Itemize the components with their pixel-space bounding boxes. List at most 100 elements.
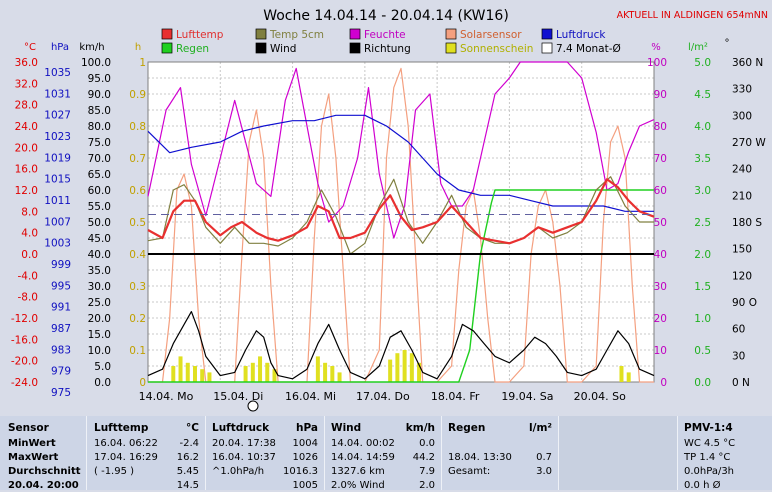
legend-label: Regen <box>176 43 209 55</box>
temp-tick-label: 12.0 <box>15 185 38 197</box>
axis-unit-wind: km/h <box>79 42 104 53</box>
sun-tick-label: 0.4 <box>129 249 146 261</box>
rain-tick-label: 1.5 <box>694 281 711 293</box>
table-cell-wind-value: 44.2 <box>412 452 435 463</box>
sunshine-bar <box>272 369 277 382</box>
temp-tick-label: 20.0 <box>15 142 38 154</box>
rain-tick-label: 2.0 <box>694 249 711 261</box>
pressure-tick-label: 987 <box>51 323 71 335</box>
sunshine-bar <box>258 356 263 382</box>
wind-tick-label: 20.0 <box>88 313 111 325</box>
pressure-tick-label: 979 <box>51 366 71 378</box>
humidity-tick-label: 0 <box>660 377 667 389</box>
temp-tick-label: 4.0 <box>21 228 38 240</box>
sun-tick-label: 0.6 <box>129 185 146 197</box>
table-header-sensor: Sensor <box>8 422 49 434</box>
humidity-tick-label: 50 <box>654 217 667 229</box>
table-row-label: MaxWert <box>8 452 59 463</box>
sun-tick-label: 0.2 <box>129 313 146 325</box>
pressure-tick-label: 1015 <box>44 174 71 186</box>
wind-tick-label: 60.0 <box>88 185 111 197</box>
rain-tick-label: 0.5 <box>694 345 711 357</box>
sunshine-bar <box>265 362 270 382</box>
sunshine-bar <box>619 366 624 382</box>
temp-tick-label: 8.0 <box>21 206 38 218</box>
direction-tick-label: 0 N <box>732 377 750 389</box>
pressure-tick-label: 983 <box>51 344 71 356</box>
sun-tick-label: 0.8 <box>129 121 146 133</box>
legend-swatch <box>255 42 267 54</box>
direction-tick-label: 360 N <box>732 57 763 69</box>
table-cell-luftdruck-label: 16.04. 10:37 <box>212 452 276 463</box>
pressure-tick-label: 999 <box>51 259 71 271</box>
legend-label: Temp 5cm <box>269 29 324 41</box>
wind-tick-label: 80.0 <box>88 121 111 133</box>
table-cell-regen-value: 3.0 <box>536 466 552 477</box>
pressure-tick-label: 1019 <box>44 152 71 164</box>
pressure-tick-label: 1003 <box>44 238 71 250</box>
sunshine-bar <box>417 362 422 382</box>
temp-tick-label: 0.0 <box>21 249 38 261</box>
series-lufttemp-line <box>147 178 655 245</box>
temp-tick-label: -24.0 <box>11 377 38 389</box>
rain-tick-label: 0.0 <box>694 377 711 389</box>
sun-tick-label: 0 <box>139 377 146 389</box>
table-cell-lufttemp-value: 5.45 <box>176 466 199 477</box>
wind-tick-label: 50.0 <box>88 217 111 229</box>
sunshine-bar <box>323 362 328 382</box>
day-label: 17.04. Do <box>356 390 410 403</box>
wind-tick-label: 15.0 <box>88 329 111 341</box>
temp-tick-label: 16.0 <box>15 164 38 176</box>
status-note: AKTUELL IN ALDINGEN 654mNN <box>617 10 768 21</box>
table-cell-wind-value: 0.0 <box>419 438 435 449</box>
table-cell-lufttemp-value: -2.4 <box>179 438 199 449</box>
rain-tick-label: 4.5 <box>694 89 711 101</box>
pressure-tick-label: 1035 <box>44 67 71 79</box>
wind-tick-label: 65.0 <box>88 169 111 181</box>
legend-swatch <box>349 28 361 40</box>
temp-tick-label: -4.0 <box>18 270 39 282</box>
axis-unit-rain: l/m² <box>688 42 708 53</box>
sun-tick-label: 0.5 <box>129 217 146 229</box>
current-day-marker <box>247 400 259 412</box>
wind-tick-label: 45.0 <box>88 233 111 245</box>
legend-label: 7.4 Monat-Ø <box>556 43 621 55</box>
humidity-tick-label: 70 <box>654 153 667 165</box>
pressure-tick-label: 995 <box>51 280 71 292</box>
humidity-tick-label: 100 <box>647 57 667 69</box>
rain-tick-label: 3.0 <box>694 185 711 197</box>
axis-unit-temp: °C <box>24 42 36 53</box>
table-cell-wind-label: 1327.6 km <box>331 466 385 477</box>
table-cell-pmv: WC 4.5 °C <box>684 438 736 449</box>
wind-tick-label: 10.0 <box>88 345 111 357</box>
axis-unit-sun: h <box>135 42 141 53</box>
day-label: 19.04. Sa <box>501 390 553 403</box>
pressure-tick-label: 1011 <box>44 195 71 207</box>
table-cell-lufttemp-label: ( -1.95 ) <box>94 466 135 477</box>
day-label: 15.04. Di <box>213 390 263 403</box>
table-cell-wind-value: 7.9 <box>419 466 435 477</box>
pressure-tick-label: 1023 <box>44 131 71 143</box>
legend-label: Luftdruck <box>556 29 606 41</box>
series-solarsensor-line <box>148 67 654 383</box>
table-unit-luftdruck: hPa <box>296 422 318 434</box>
sunshine-bar <box>185 362 190 382</box>
legend-swatch <box>255 28 267 40</box>
pressure-tick-label: 991 <box>51 302 71 314</box>
pressure-tick-label: 975 <box>51 387 71 399</box>
legend-swatch <box>445 28 457 40</box>
table-col-sensor <box>0 416 87 490</box>
direction-tick-label: 240 <box>732 164 752 176</box>
table-header-wind: Wind <box>331 422 362 434</box>
table-cell-pmv: TP 1.4 °C <box>684 452 731 463</box>
axis-unit-humidity: % <box>651 42 661 53</box>
day-label: 20.04. So <box>574 390 626 403</box>
table-row-label: Durchschnitt <box>8 466 81 477</box>
temp-tick-label: -20.0 <box>11 356 38 368</box>
table-cell-luftdruck-label: 20.04. 17:38 <box>212 438 276 449</box>
day-label: 16.04. Mi <box>285 390 336 403</box>
sun-tick-label: 1 <box>139 57 146 69</box>
pressure-tick-label: 1031 <box>44 88 71 100</box>
legend-swatch <box>161 28 173 40</box>
